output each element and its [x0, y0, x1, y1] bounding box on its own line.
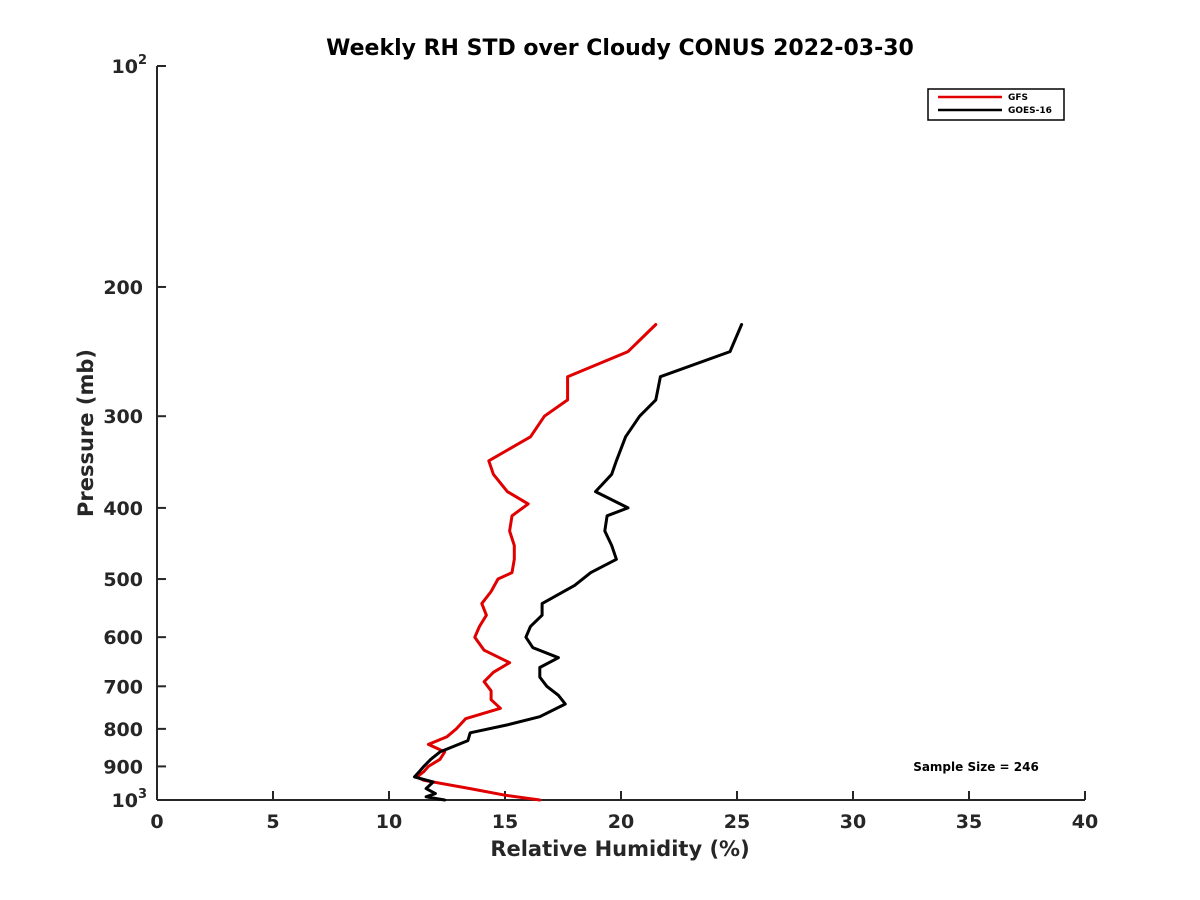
x-tick-label: 10	[376, 811, 402, 833]
y-tick-label: 103	[112, 787, 148, 812]
x-tick-label: 20	[608, 811, 634, 833]
chart-title: Weekly RH STD over Cloudy CONUS 2022-03-…	[326, 36, 914, 61]
y-tick-label: 400	[103, 498, 143, 520]
legend: GFS GOES-16	[927, 88, 1065, 121]
plot-area: 0 5 10 15 20 25 30 35 40 102 200 300 400 500 600 700 80…	[103, 53, 1098, 833]
y-tick-label: 800	[103, 719, 143, 741]
legend-label-gfs: GFS	[1008, 93, 1028, 103]
y-axis-ticks: 102 200 300 400 500 600 700 800 900 103	[103, 53, 166, 812]
y-tick-label: 700	[103, 676, 143, 698]
x-tick-label: 5	[266, 811, 279, 833]
series-lines	[413, 323, 744, 802]
x-tick-label: 40	[1072, 811, 1098, 833]
legend-box	[927, 88, 1065, 121]
series-line-goes-16	[413, 323, 744, 802]
sample-size-annotation: Sample Size = 246	[913, 760, 1039, 774]
series-line-gfs	[415, 323, 658, 802]
y-tick-label: 600	[103, 627, 143, 649]
x-tick-label: 35	[956, 811, 982, 833]
y-tick-label: 102	[112, 53, 148, 78]
x-tick-label: 0	[150, 811, 163, 833]
x-tick-label: 30	[840, 811, 866, 833]
y-tick-label: 300	[103, 406, 143, 428]
x-tick-label: 15	[492, 811, 518, 833]
x-tick-label: 25	[724, 811, 750, 833]
x-axis-label: Relative Humidity (%)	[490, 837, 749, 861]
y-tick-label: 900	[103, 756, 143, 778]
y-axis-label: Pressure (mb)	[74, 349, 98, 517]
y-tick-label: 200	[103, 277, 143, 299]
y-tick-label: 500	[103, 569, 143, 591]
x-axis-ticks: 0 5 10 15 20 25 30 35 40	[150, 791, 1098, 833]
legend-label-goes-16: GOES-16	[1008, 106, 1052, 116]
